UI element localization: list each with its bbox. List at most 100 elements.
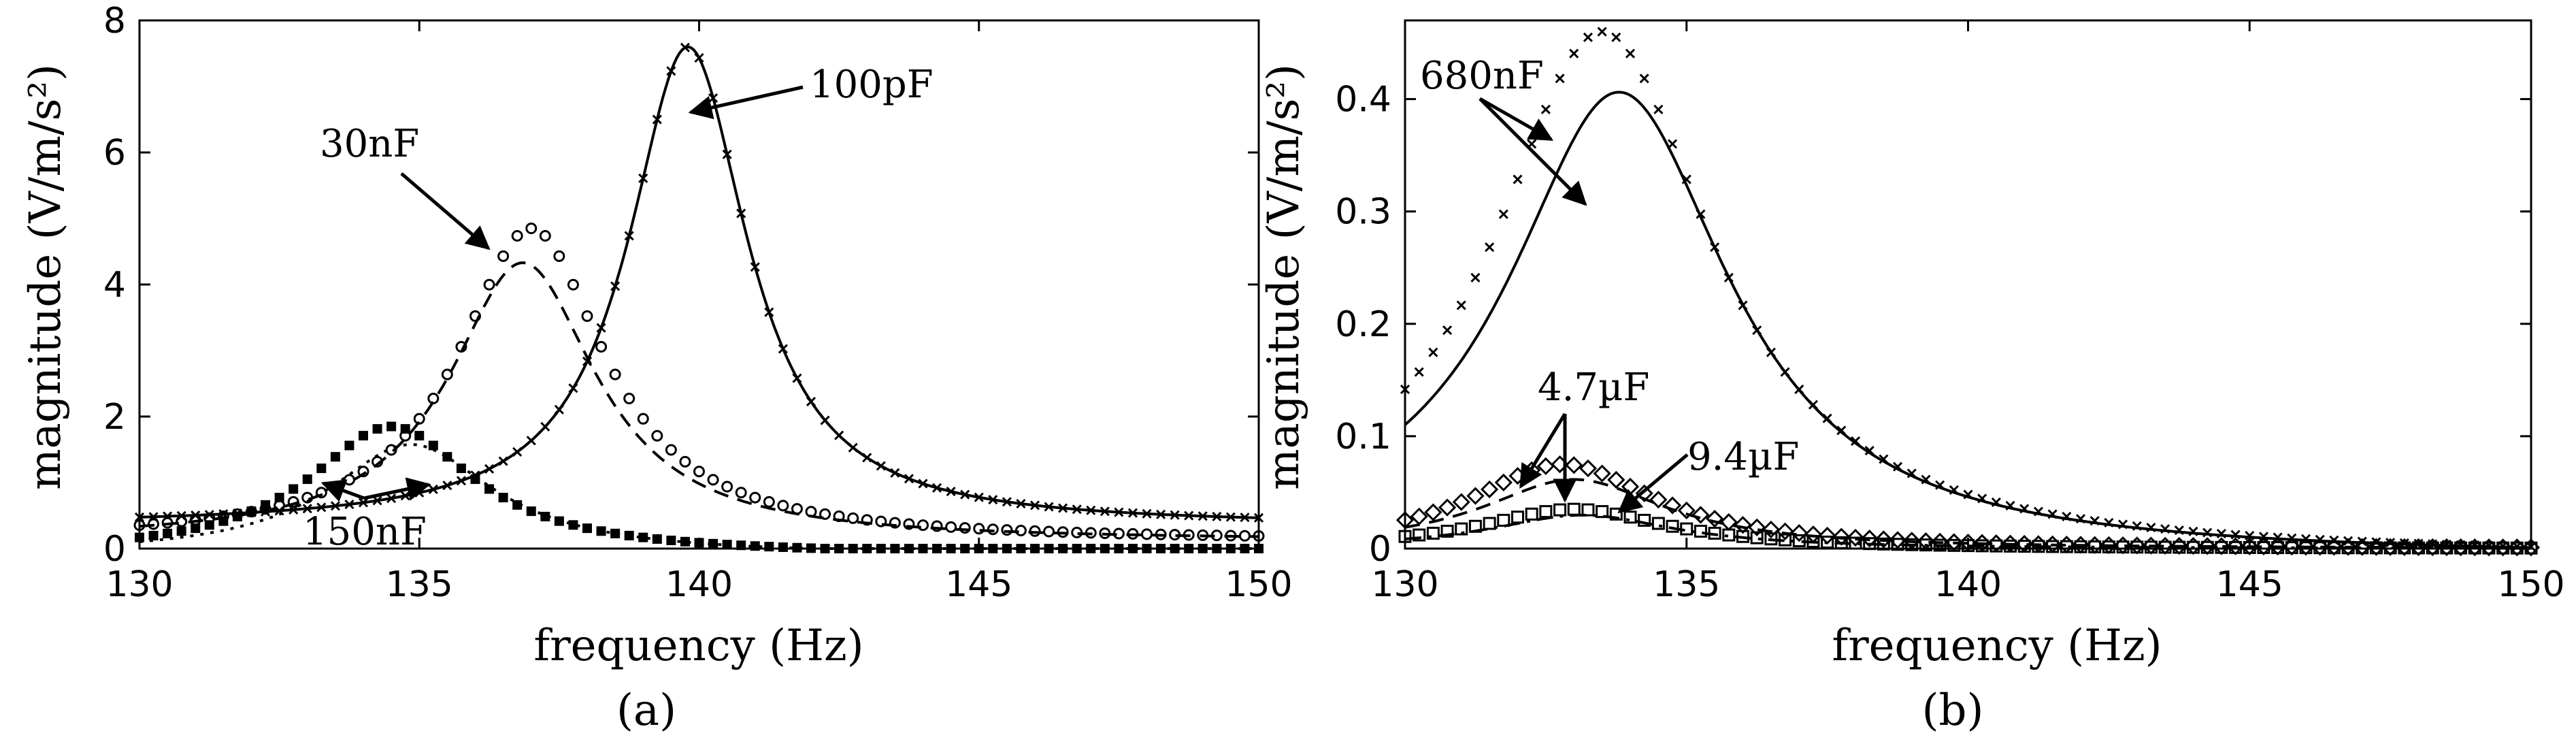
panel-a-ytick-label: 0 xyxy=(103,529,126,570)
data-point-30nF xyxy=(1014,525,1027,537)
data-point-150nF xyxy=(1198,544,1208,553)
data-point-30nF xyxy=(581,310,593,322)
data-point-680nF xyxy=(2216,529,2226,539)
panel-b-ytick-label: 0.4 xyxy=(1335,80,1391,120)
data-point-100pF xyxy=(848,442,858,453)
data-point-150nF xyxy=(694,538,704,548)
data-point-9.4µF xyxy=(1779,533,1792,547)
panel-b-xtick-label: 150 xyxy=(2497,564,2564,605)
panel-b-ytick-label: 0.2 xyxy=(1335,304,1391,345)
panel-a-xlabel: frequency (Hz) xyxy=(533,621,863,671)
data-point-680nF xyxy=(2019,504,2030,514)
data-point-680nF xyxy=(2413,538,2424,549)
data-point-30nF xyxy=(763,495,775,508)
data-point-150nF xyxy=(484,484,495,494)
data-point-30nF xyxy=(1141,528,1153,540)
data-point-680nF xyxy=(1738,300,1748,310)
data-point-9.4µF xyxy=(1821,535,1834,549)
data-point-30nF xyxy=(357,466,369,478)
data-point-100pF xyxy=(456,476,466,486)
data-point-4.7µF xyxy=(1902,532,1921,550)
data-point-30nF xyxy=(1001,524,1013,536)
data-point-680nF xyxy=(1597,27,1607,37)
data-point-680nF xyxy=(1681,174,1691,184)
panel-a-ylabel: magnitude (V/m/s²) xyxy=(20,64,71,490)
data-point-9.4µF xyxy=(2313,541,2327,555)
data-point-30nF xyxy=(176,515,188,527)
data-point-30nF xyxy=(595,340,608,353)
data-point-30nF xyxy=(693,466,705,478)
data-point-30nF xyxy=(959,522,971,534)
data-point-30nF xyxy=(749,491,761,504)
data-point-100pF xyxy=(1253,513,1264,523)
data-point-680nF xyxy=(2188,526,2198,536)
data-point-100pF xyxy=(610,281,621,291)
data-point-100pF xyxy=(582,356,593,367)
panel-a-label: (a) xyxy=(616,685,676,736)
data-point-150nF xyxy=(163,528,173,538)
panel-a-xtick-label: 140 xyxy=(665,564,733,605)
data-point-4.7µF xyxy=(1875,530,1893,549)
data-point-150nF xyxy=(848,544,858,553)
panel-a-ytick-label: 8 xyxy=(103,1,126,42)
data-point-150nF xyxy=(400,424,410,434)
data-point-100pF xyxy=(358,498,369,508)
data-point-100pF xyxy=(946,487,956,497)
data-point-4.7µF xyxy=(1790,523,1809,542)
panel-a-annotations: 100pF 30nF 150nF xyxy=(303,63,934,554)
data-point-4.7µF xyxy=(1706,510,1724,528)
panel-a-ytick-label: 2 xyxy=(103,397,126,438)
data-point-100pF xyxy=(568,383,578,393)
fit-curve-30nF xyxy=(139,261,1259,538)
data-point-4.7µF xyxy=(1494,473,1513,492)
data-point-150nF xyxy=(834,544,844,553)
data-point-9.4µF xyxy=(1398,530,1412,543)
data-point-9.4µF xyxy=(1525,507,1538,521)
data-point-150nF xyxy=(1058,544,1068,553)
data-point-150nF xyxy=(191,523,201,534)
data-point-150nF xyxy=(344,440,354,451)
data-point-30nF xyxy=(791,503,803,515)
data-point-150nF xyxy=(1072,544,1082,553)
data-point-680nF xyxy=(2118,519,2128,530)
data-point-9.4µF xyxy=(1666,519,1679,533)
data-point-100pF xyxy=(1156,509,1166,519)
data-point-150nF xyxy=(792,542,802,553)
data-point-150nF xyxy=(1225,544,1236,553)
data-point-680nF xyxy=(1850,436,1861,446)
data-point-150nF xyxy=(778,542,788,552)
data-point-680nF xyxy=(1808,400,1818,410)
data-point-100pF xyxy=(484,464,495,474)
data-point-100pF xyxy=(1029,500,1040,510)
data-point-30nF xyxy=(917,519,929,532)
data-point-100pF xyxy=(806,396,816,407)
data-point-30nF xyxy=(735,487,747,499)
data-point-30nF xyxy=(777,500,789,512)
data-point-680nF xyxy=(2343,536,2354,546)
data-point-30nF xyxy=(875,515,887,527)
data-point-150nF xyxy=(274,493,284,503)
panel-b-xtick-label: 140 xyxy=(1934,564,2002,605)
data-point-680nF xyxy=(1498,209,1508,219)
data-point-9.4µF xyxy=(2482,541,2496,555)
data-point-150nF xyxy=(596,526,606,536)
data-point-9.4µF xyxy=(1567,502,1581,516)
data-point-9.4µF xyxy=(1596,505,1609,519)
data-point-30nF xyxy=(1169,529,1181,541)
data-point-680nF xyxy=(1864,446,1875,456)
data-point-9.4µF xyxy=(2412,541,2425,555)
data-point-100pF xyxy=(722,149,732,159)
data-point-680nF xyxy=(1625,48,1636,59)
data-point-150nF xyxy=(1184,544,1194,553)
data-point-680nF xyxy=(2202,527,2213,538)
panel-b-xtick-label: 130 xyxy=(1371,564,1438,605)
data-point-9.4µF xyxy=(1651,517,1665,530)
data-point-30nF xyxy=(973,523,985,535)
data-point-4.7µF xyxy=(1677,501,1696,520)
data-point-680nF xyxy=(1653,104,1664,114)
data-point-150nF xyxy=(330,452,340,462)
data-point-9.4µF xyxy=(1933,538,1947,552)
data-point-9.4µF xyxy=(1792,534,1806,547)
data-point-150nF xyxy=(218,516,229,526)
